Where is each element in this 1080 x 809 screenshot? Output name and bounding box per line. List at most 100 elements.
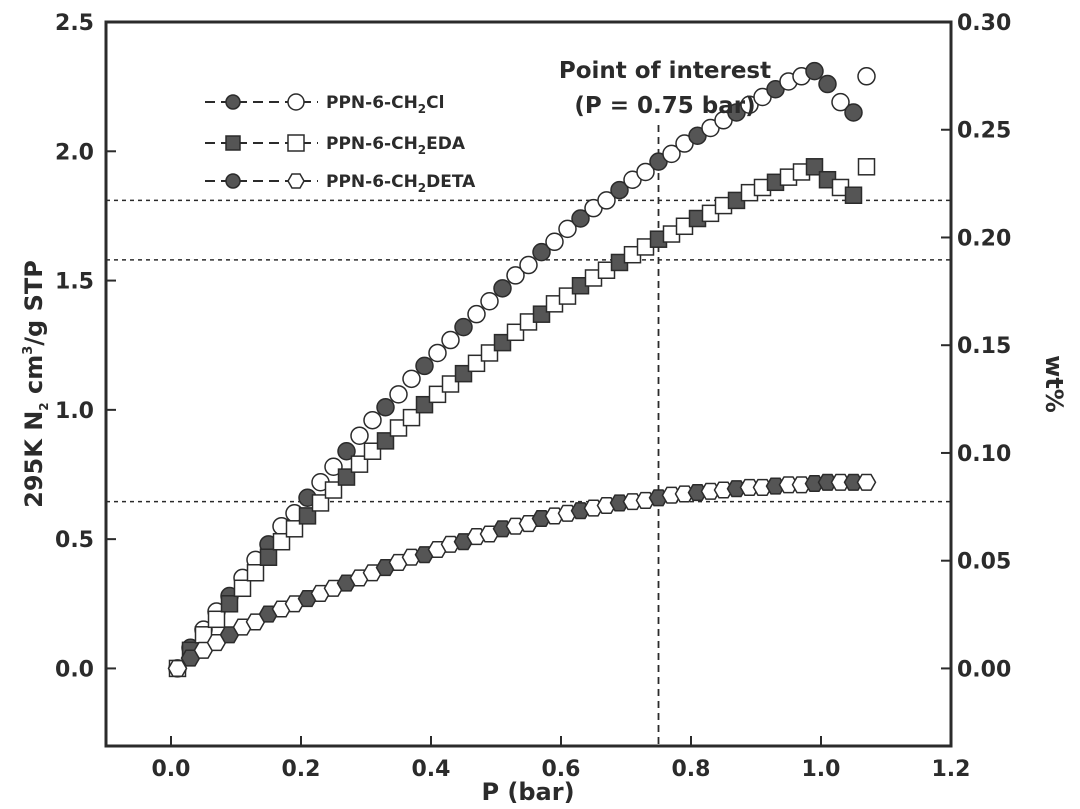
series-1-point-8 xyxy=(272,532,291,551)
series-2-point-34 xyxy=(609,494,630,512)
y-left-tick-label-0: 0.0 xyxy=(55,657,94,682)
series-0-point-26 xyxy=(506,266,525,285)
series-0-point-34 xyxy=(610,180,629,200)
series-1-point-11 xyxy=(311,494,330,512)
reference-lines xyxy=(106,125,951,746)
legend-label-1: PPN-6-CH2EDA xyxy=(326,134,466,157)
series-2-point-50 xyxy=(817,473,838,491)
series-0-point-24 xyxy=(480,292,499,311)
series-1-point-19 xyxy=(415,395,434,414)
y-left-tick-label-1: 0.5 xyxy=(55,528,94,553)
axes: 0.0 0.2 0.4 0.6 0.8 1.0 1.2 0.0 0.5 1.0 1.5 2.0 2.5 0… xyxy=(55,11,1011,782)
series-0-point-19 xyxy=(415,356,434,376)
series-1-point-24 xyxy=(480,344,499,362)
y-axis-left-title: 295K N2 cm3/g STP xyxy=(20,260,51,508)
series-2-point-45 xyxy=(752,478,773,496)
series-2-point-46 xyxy=(765,477,786,495)
series-0-point-30 xyxy=(558,219,577,239)
series-2-point-0 xyxy=(167,659,188,677)
legend-label-2: PPN-6-CH2DETA xyxy=(326,172,476,195)
series-2-point-47 xyxy=(778,476,799,494)
series-0-point-51 xyxy=(831,92,850,112)
series-1-point-30 xyxy=(558,287,577,305)
series-0-point-18 xyxy=(402,369,421,389)
y-left-tick-label-2: 1.0 xyxy=(55,399,94,424)
series-2-point-35 xyxy=(622,493,643,511)
y-right-tick-label-0: 0.00 xyxy=(957,657,1011,682)
series-1-point-23 xyxy=(467,354,486,373)
series-1-point-5 xyxy=(233,579,252,598)
x-tick-label-4: 0.8 xyxy=(672,757,711,782)
series-0-point-29 xyxy=(545,232,564,252)
legend-marker-open-circle xyxy=(287,93,305,111)
series-2-point-49 xyxy=(804,475,825,493)
y-right-tick-label-5: 0.25 xyxy=(957,119,1011,144)
series-0-point-38 xyxy=(662,144,681,164)
series-1-point-21 xyxy=(441,375,460,393)
y-axis-right-title: wt% xyxy=(1040,355,1068,413)
series-2 xyxy=(167,473,877,677)
series-0-point-21 xyxy=(441,330,460,350)
series-1-point-15 xyxy=(363,442,382,460)
legend-marker-open-hexagon xyxy=(287,173,305,189)
series-1-point-28 xyxy=(532,305,551,323)
series-1-point-12 xyxy=(324,481,343,499)
x-tick-label-1: 0.2 xyxy=(282,757,321,782)
legend-marker-filled-square xyxy=(225,135,241,151)
y-right-tick-label-2: 0.10 xyxy=(957,442,1011,467)
series-1-point-49 xyxy=(805,158,824,176)
series-0-point-20 xyxy=(428,343,447,363)
series-1-point-25 xyxy=(493,333,512,352)
series-1-point-22 xyxy=(454,364,473,383)
legend-marker-open-square xyxy=(287,134,305,152)
series-1-point-3 xyxy=(207,610,226,629)
series-1-point-52 xyxy=(844,186,863,204)
series-0-point-53 xyxy=(857,67,876,86)
series-2-point-40 xyxy=(687,484,708,502)
series-1-point-18 xyxy=(402,408,421,427)
series-0-point-28 xyxy=(532,242,551,262)
series-0-point-33 xyxy=(597,191,616,210)
legend: PPN-6-CH2Cl PPN-6-CH2EDA PPN-6-CH2DETA xyxy=(205,93,476,195)
annotation-line1: Point of interest xyxy=(559,58,771,84)
x-tick-label-6: 1.2 xyxy=(932,757,971,782)
series-0-point-36 xyxy=(636,162,655,182)
series-1-point-6 xyxy=(246,564,265,582)
series-0-point-22 xyxy=(454,317,473,337)
y-right-tick-label-4: 0.20 xyxy=(957,226,1011,251)
series-2-point-38 xyxy=(661,486,682,504)
x-tick-label-5: 1.0 xyxy=(802,757,841,782)
series-1 xyxy=(168,158,876,678)
annotation-line2: (P = 0.75 bar) xyxy=(574,93,755,119)
series-1-point-7 xyxy=(259,548,278,566)
series-2-point-51 xyxy=(830,473,851,491)
legend-entry-2: PPN-6-CH2DETA xyxy=(205,172,476,195)
series-0-point-15 xyxy=(363,410,382,430)
series-1-point-13 xyxy=(337,468,356,486)
series-2-point-53 xyxy=(856,473,877,491)
x-tick-label-0: 0.0 xyxy=(152,757,191,782)
series-1-point-14 xyxy=(350,455,369,473)
series-0-point-49 xyxy=(805,61,824,81)
series-2-point-52 xyxy=(843,473,864,491)
legend-entry-0: PPN-6-CH2Cl xyxy=(205,93,444,116)
legend-entry-1: PPN-6-CH2EDA xyxy=(205,134,466,157)
x-axis-title: P (bar) xyxy=(481,778,574,806)
series-1-point-17 xyxy=(389,419,408,437)
series-0-point-52 xyxy=(844,103,863,122)
series-1-point-16 xyxy=(376,432,395,450)
series-0-point-14 xyxy=(350,426,369,445)
y-right-tick-label-6: 0.30 xyxy=(957,11,1011,36)
y-left-tick-label-5: 2.5 xyxy=(55,11,94,36)
series-0-point-23 xyxy=(467,304,486,324)
series-1-point-10 xyxy=(298,507,317,525)
series-0 xyxy=(168,61,876,678)
series-1-point-4 xyxy=(220,595,239,613)
series-0-point-25 xyxy=(493,279,512,298)
y-right-tick-label-3: 0.15 xyxy=(957,334,1011,359)
series-0-point-50 xyxy=(818,74,837,94)
plot-frame xyxy=(104,20,953,748)
series-2-point-41 xyxy=(700,482,721,500)
x-tick-label-2: 0.4 xyxy=(412,757,451,782)
series-2-point-44 xyxy=(739,478,760,496)
